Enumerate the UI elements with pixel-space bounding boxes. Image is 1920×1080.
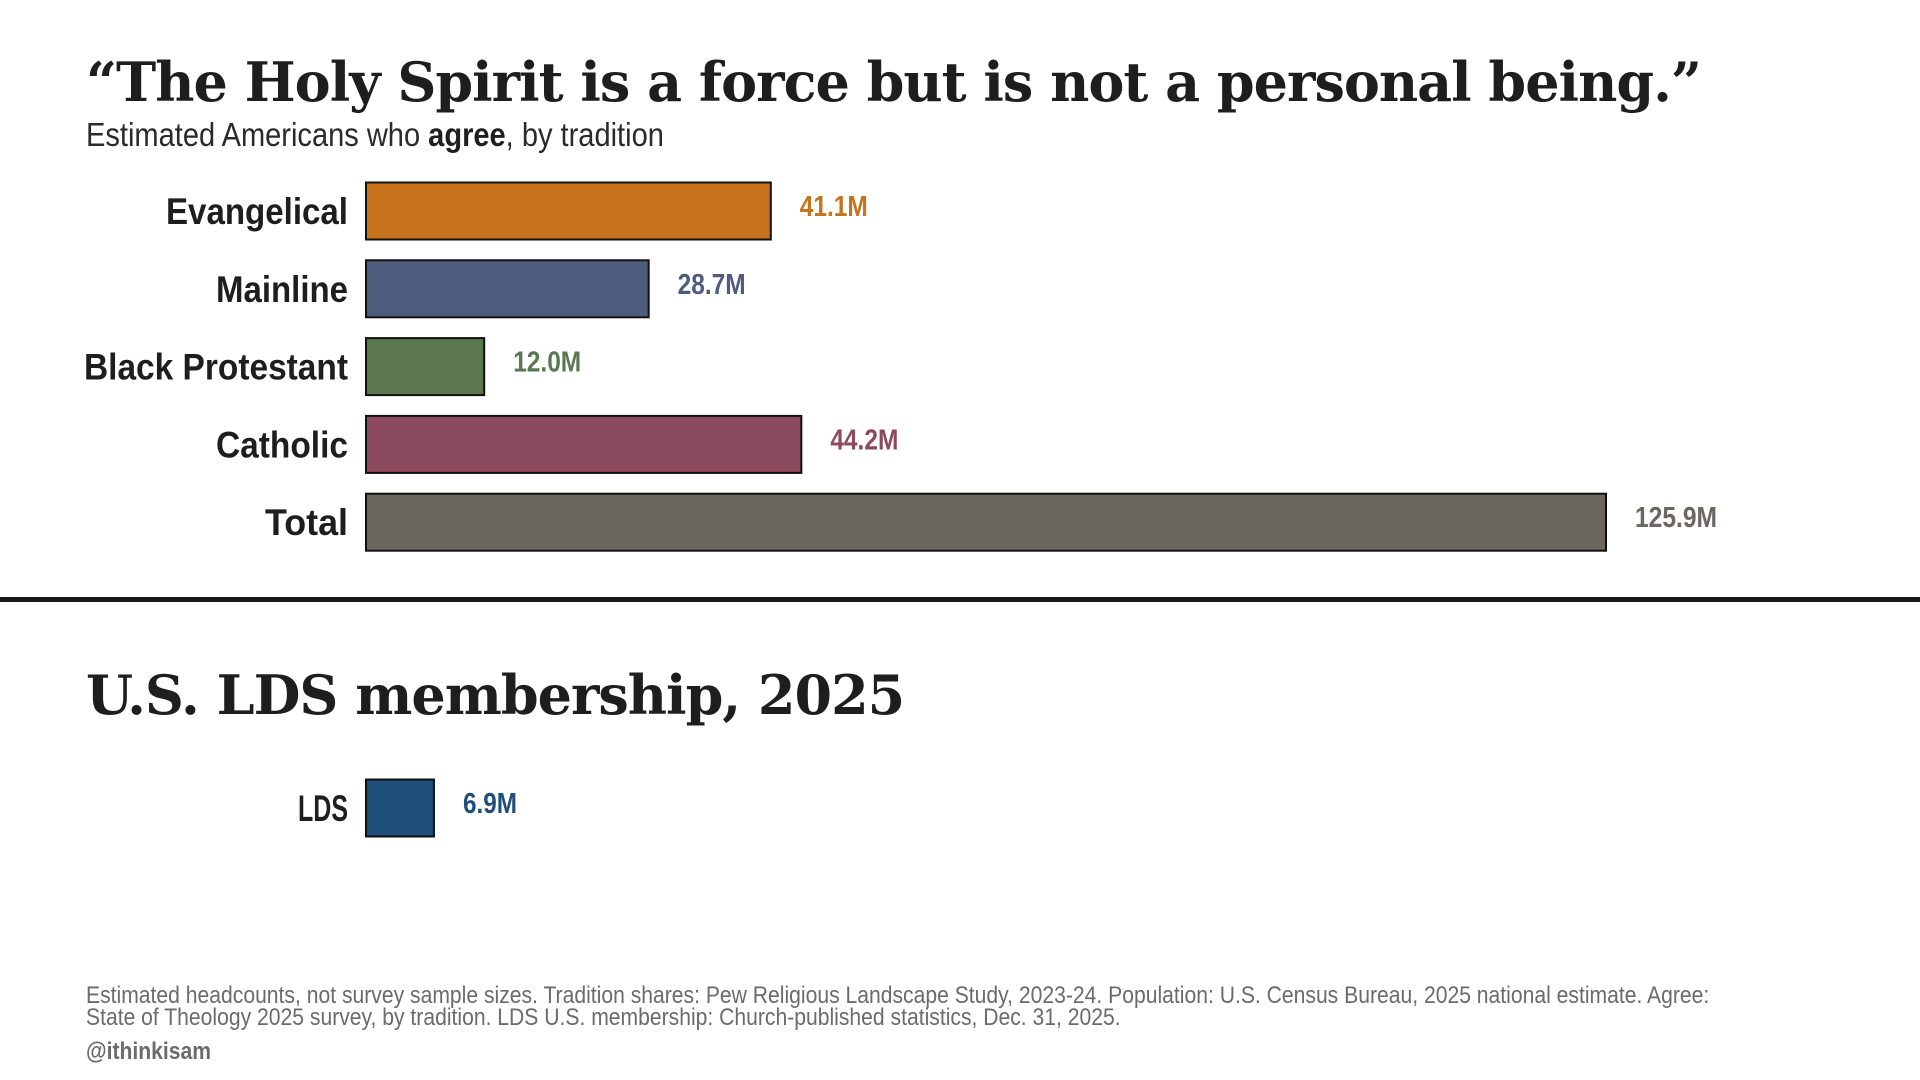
value-label-lds: 6.9M xyxy=(463,788,517,820)
subtitle-emphasis: agree xyxy=(428,116,506,153)
subtitle-prefix: Estimated Americans who xyxy=(86,116,429,153)
category-label-total: Total xyxy=(265,502,348,543)
value-label-black-protestant: 12.0M xyxy=(513,347,581,379)
bar-lds xyxy=(365,778,435,838)
category-label-mainline: Mainline xyxy=(216,269,348,310)
author-handle: @ithinkisam xyxy=(86,1038,212,1065)
value-label-evangelical: 41.1M xyxy=(800,191,868,223)
category-label-evangelical: Evangelical xyxy=(166,191,348,232)
lds-section-title: U.S. LDS membership, 2025 xyxy=(86,663,905,727)
value-label-catholic: 44.2M xyxy=(830,424,898,456)
value-label-mainline: 28.7M xyxy=(678,269,746,301)
value-label-total: 125.9M xyxy=(1635,502,1717,534)
bar-catholic xyxy=(365,414,803,474)
category-label-lds: LDS xyxy=(298,788,348,829)
category-label-black-protestant: Black Protestant xyxy=(84,347,348,388)
category-label-catholic: Catholic xyxy=(216,424,348,465)
bar-black-protestant xyxy=(365,337,486,397)
chart-subtitle: Estimated Americans who agree, by tradit… xyxy=(86,116,664,154)
tradition-bar-chart: Evangelical 41.1M Mainline 28.7M Black Prote… xyxy=(84,181,1717,552)
bar-mainline xyxy=(365,259,650,319)
bar-total xyxy=(365,492,1607,552)
section-divider xyxy=(0,597,1920,602)
subtitle-suffix: , by tradition xyxy=(505,116,664,153)
chart-title: “The Holy Spirit is a force but is not a… xyxy=(86,50,1702,114)
footer-note: Estimated headcounts, not survey sample … xyxy=(86,982,1710,1031)
bar-evangelical xyxy=(365,181,772,241)
